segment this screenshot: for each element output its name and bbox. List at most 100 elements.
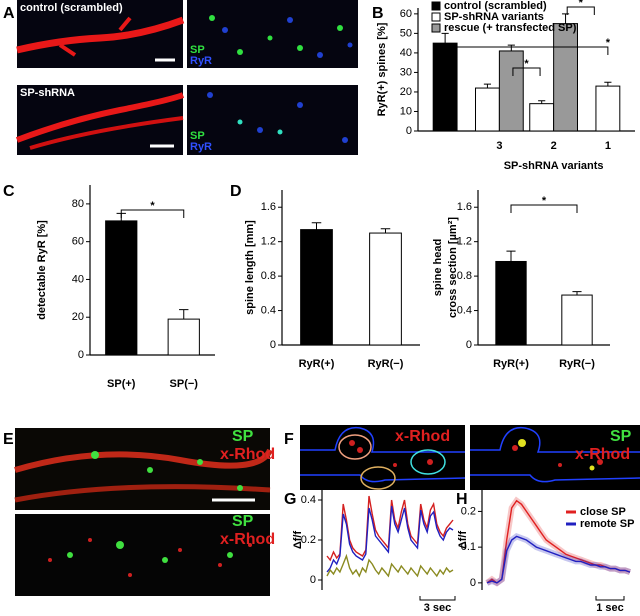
time-scale-bar <box>595 596 625 601</box>
y-tick-label: 30 <box>400 66 412 78</box>
dendrite <box>58 16 132 57</box>
spots <box>518 439 595 471</box>
y-tick-label: 0.2 <box>301 534 316 546</box>
y-axis-label: cross section [µm²] <box>447 217 459 318</box>
significance-mark: * <box>150 200 155 212</box>
error-bar <box>572 291 582 296</box>
y-tick-label: 60 <box>400 8 412 20</box>
y-axis-label: spine head <box>432 239 444 296</box>
y-tick-label: 60 <box>72 236 84 248</box>
significance-mark: * <box>542 195 547 207</box>
x-tick-label: 1 <box>605 140 611 152</box>
x-tick-label: SP(+) <box>107 378 136 390</box>
legend-label: rescue (+ transfected SP) <box>444 22 577 34</box>
significance-bracket <box>510 204 578 213</box>
channel-label: SP <box>232 428 254 445</box>
legend-swatch <box>431 23 441 33</box>
dendrite <box>14 484 271 503</box>
image <box>187 0 358 68</box>
x-tick-label: RyR(+) <box>493 358 529 370</box>
bar <box>475 87 500 132</box>
y-tick-label: 0.8 <box>261 270 276 282</box>
spots <box>237 119 283 135</box>
line <box>326 553 454 578</box>
time-scale-label: 3 sec <box>424 602 452 614</box>
bar <box>595 85 621 132</box>
x-tick-label: RyR(−) <box>368 358 404 370</box>
panel-label: A <box>3 5 15 22</box>
roi <box>410 449 446 475</box>
y-tick-label: 40 <box>400 47 412 59</box>
error-bar <box>506 250 516 262</box>
dendrite <box>16 16 185 54</box>
y-tick-label: 80 <box>72 198 84 210</box>
panel-label: D <box>230 183 242 200</box>
y-tick-label: 1.2 <box>261 236 276 248</box>
y-tick-label: 0.4 <box>261 304 276 316</box>
error-bar <box>604 81 612 87</box>
legend-label: close SP <box>580 506 626 518</box>
legend-label: remote SP <box>580 518 634 530</box>
significance-mark: * <box>524 58 529 70</box>
spots <box>209 15 343 55</box>
panel-label: G <box>284 491 296 508</box>
image-label: SP-shRNA <box>20 87 75 99</box>
y-tick-label: 20 <box>400 86 412 98</box>
significance-mark: * <box>606 37 611 49</box>
significance-mark: * <box>579 0 584 9</box>
channel-label: SP <box>610 428 632 445</box>
error-bar <box>311 222 322 230</box>
y-tick-label: 10 <box>400 105 412 117</box>
spots <box>349 440 433 467</box>
error-bar <box>179 309 189 320</box>
error-bar <box>380 228 391 234</box>
dendrite <box>14 448 273 473</box>
channel-label: SP <box>190 44 205 56</box>
channel-label: SP <box>190 130 205 142</box>
y-axis-label: Δf/f <box>292 531 304 550</box>
y-tick-label: 1.6 <box>261 201 276 213</box>
dendrite <box>15 92 185 143</box>
legend-label: SP-shRNA variants <box>444 11 544 23</box>
y-tick-label: 50 <box>400 27 412 39</box>
spots <box>222 17 353 58</box>
bar <box>529 103 555 132</box>
image <box>17 0 183 68</box>
error-bar <box>441 32 449 44</box>
error-bar <box>507 44 515 51</box>
panel-f-images: x-Rhod SP x-Rhod <box>300 425 640 490</box>
channel-label: x-Rhod <box>220 531 275 548</box>
significance-bracket <box>444 46 609 55</box>
legend-label: control (scrambled) <box>444 0 547 12</box>
significance-bracket <box>120 209 185 218</box>
roi <box>360 466 396 490</box>
spots <box>207 92 348 143</box>
channel-label: x-Rhod <box>220 446 275 463</box>
spots <box>91 451 243 491</box>
significance-bracket <box>566 6 595 15</box>
channel-label: SP <box>232 513 254 530</box>
y-tick-label: 0 <box>470 577 476 589</box>
error-band <box>485 533 631 587</box>
line <box>486 535 631 584</box>
image <box>187 85 358 155</box>
roi <box>338 434 372 460</box>
panel-label: C <box>3 183 15 200</box>
y-tick-label: 0.2 <box>461 505 476 517</box>
bar <box>432 42 458 132</box>
bar <box>561 294 593 346</box>
y-tick-label: 0.8 <box>457 270 472 282</box>
legend-swatch <box>431 1 441 11</box>
image <box>15 428 270 510</box>
y-tick-label: 20 <box>72 311 84 323</box>
spots <box>67 541 233 563</box>
bar <box>105 220 138 356</box>
time-scale-bar <box>419 596 456 601</box>
x-tick-label: 3 <box>496 140 502 152</box>
bar <box>300 229 333 346</box>
x-axis-label: SP-shRNA variants <box>504 160 604 172</box>
image-label: control (scrambled) <box>20 2 123 14</box>
panel-label: E <box>3 431 14 448</box>
significance-bracket <box>512 67 541 76</box>
